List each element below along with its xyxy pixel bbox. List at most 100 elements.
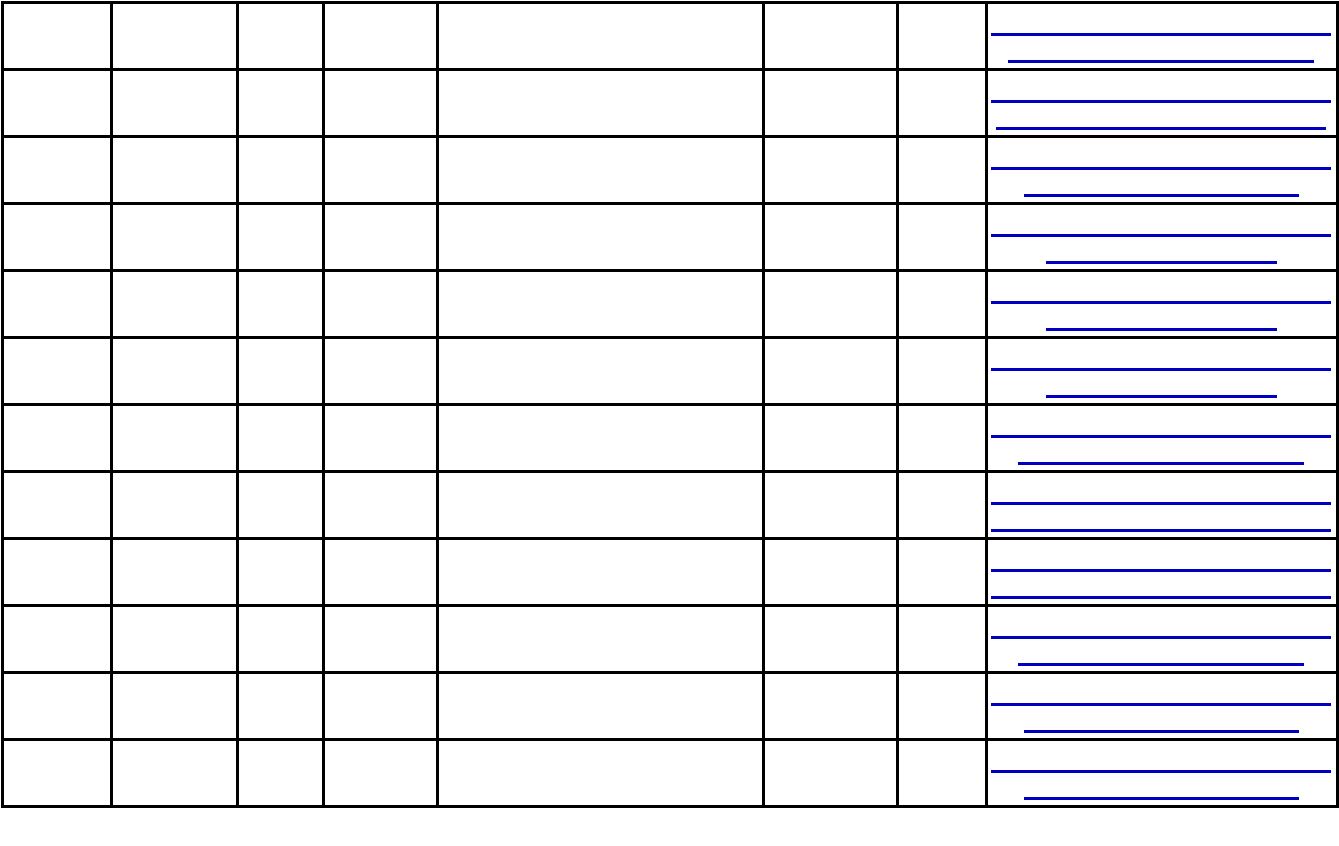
table-cell [109, 604, 239, 674]
link-cell[interactable] [985, 403, 1339, 473]
table-row [1, 671, 1339, 741]
table-row [1, 604, 1339, 674]
table-cell [436, 202, 765, 272]
table-row [1, 1, 1339, 71]
link-underline[interactable] [991, 569, 1332, 572]
table-cell [235, 537, 325, 607]
table-row [1, 202, 1339, 272]
link-underline[interactable] [991, 33, 1332, 36]
table-row [1, 68, 1339, 138]
table-cell [1, 135, 113, 205]
table-cell [321, 403, 440, 473]
link-underline[interactable] [1008, 60, 1315, 63]
table-cell [761, 202, 899, 272]
table-cell [235, 269, 325, 339]
table-cell [761, 1, 899, 71]
table-cell [436, 269, 765, 339]
data-table [1, 1, 1339, 808]
link-underline[interactable] [991, 529, 1332, 532]
table-cell [436, 537, 765, 607]
table-cell [436, 403, 765, 473]
table-cell [1, 68, 113, 138]
link-underline[interactable] [991, 636, 1332, 639]
table-cell [1, 738, 113, 808]
link-underline[interactable] [991, 301, 1332, 304]
table-cell [109, 1, 239, 71]
table-row [1, 135, 1339, 205]
table-cell [761, 671, 899, 741]
link-cell[interactable] [985, 470, 1339, 540]
table-cell [321, 135, 440, 205]
table-cell [235, 604, 325, 674]
table-row [1, 403, 1339, 473]
link-underline[interactable] [1024, 797, 1300, 800]
table-cell [235, 403, 325, 473]
table-cell [761, 604, 899, 674]
table-cell [761, 269, 899, 339]
link-underline[interactable] [991, 502, 1332, 505]
table-cell [895, 202, 989, 272]
table-cell [895, 1, 989, 71]
table-cell [321, 604, 440, 674]
link-underline[interactable] [991, 167, 1332, 170]
table-cell [321, 537, 440, 607]
table-row [1, 269, 1339, 339]
table-cell [436, 738, 765, 808]
link-underline[interactable] [991, 435, 1332, 438]
table-cell [436, 470, 765, 540]
table-cell [1, 671, 113, 741]
table-cell [761, 68, 899, 138]
table-cell [1, 202, 113, 272]
link-cell[interactable] [985, 671, 1339, 741]
link-underline[interactable] [1018, 663, 1305, 666]
table-cell [1, 269, 113, 339]
link-underline[interactable] [991, 234, 1332, 237]
link-cell[interactable] [985, 135, 1339, 205]
table-cell [321, 671, 440, 741]
link-underline[interactable] [991, 368, 1332, 371]
table-cell [235, 202, 325, 272]
link-underline[interactable] [991, 703, 1332, 706]
link-cell[interactable] [985, 537, 1339, 607]
table-cell [436, 671, 765, 741]
link-cell[interactable] [985, 68, 1339, 138]
link-cell[interactable] [985, 604, 1339, 674]
table-cell [895, 470, 989, 540]
table-body [1, 1, 1339, 808]
link-cell[interactable] [985, 1, 1339, 71]
table-cell [895, 135, 989, 205]
table-cell [321, 738, 440, 808]
table-cell [895, 604, 989, 674]
table-cell [321, 336, 440, 406]
link-underline[interactable] [991, 100, 1332, 103]
table-cell [761, 738, 899, 808]
table-cell [321, 269, 440, 339]
table-cell [1, 403, 113, 473]
table-cell [321, 202, 440, 272]
link-cell[interactable] [985, 336, 1339, 406]
table-cell [895, 738, 989, 808]
link-underline[interactable] [1024, 194, 1300, 197]
table-cell [235, 68, 325, 138]
link-underline[interactable] [1018, 462, 1305, 465]
table-cell [761, 336, 899, 406]
link-underline[interactable] [991, 770, 1332, 773]
table-cell [895, 537, 989, 607]
link-cell[interactable] [985, 269, 1339, 339]
table-row [1, 470, 1339, 540]
table-cell [1, 537, 113, 607]
table-cell [235, 336, 325, 406]
table-cell [1, 470, 113, 540]
table-cell [1, 336, 113, 406]
link-cell[interactable] [985, 202, 1339, 272]
link-underline[interactable] [991, 596, 1332, 599]
link-underline[interactable] [1046, 328, 1278, 331]
table-row [1, 537, 1339, 607]
table-cell [235, 135, 325, 205]
table-cell [109, 403, 239, 473]
link-underline[interactable] [1046, 395, 1278, 398]
link-underline[interactable] [996, 127, 1327, 130]
link-cell[interactable] [985, 738, 1339, 808]
link-underline[interactable] [1024, 730, 1300, 733]
link-underline[interactable] [1046, 261, 1278, 264]
